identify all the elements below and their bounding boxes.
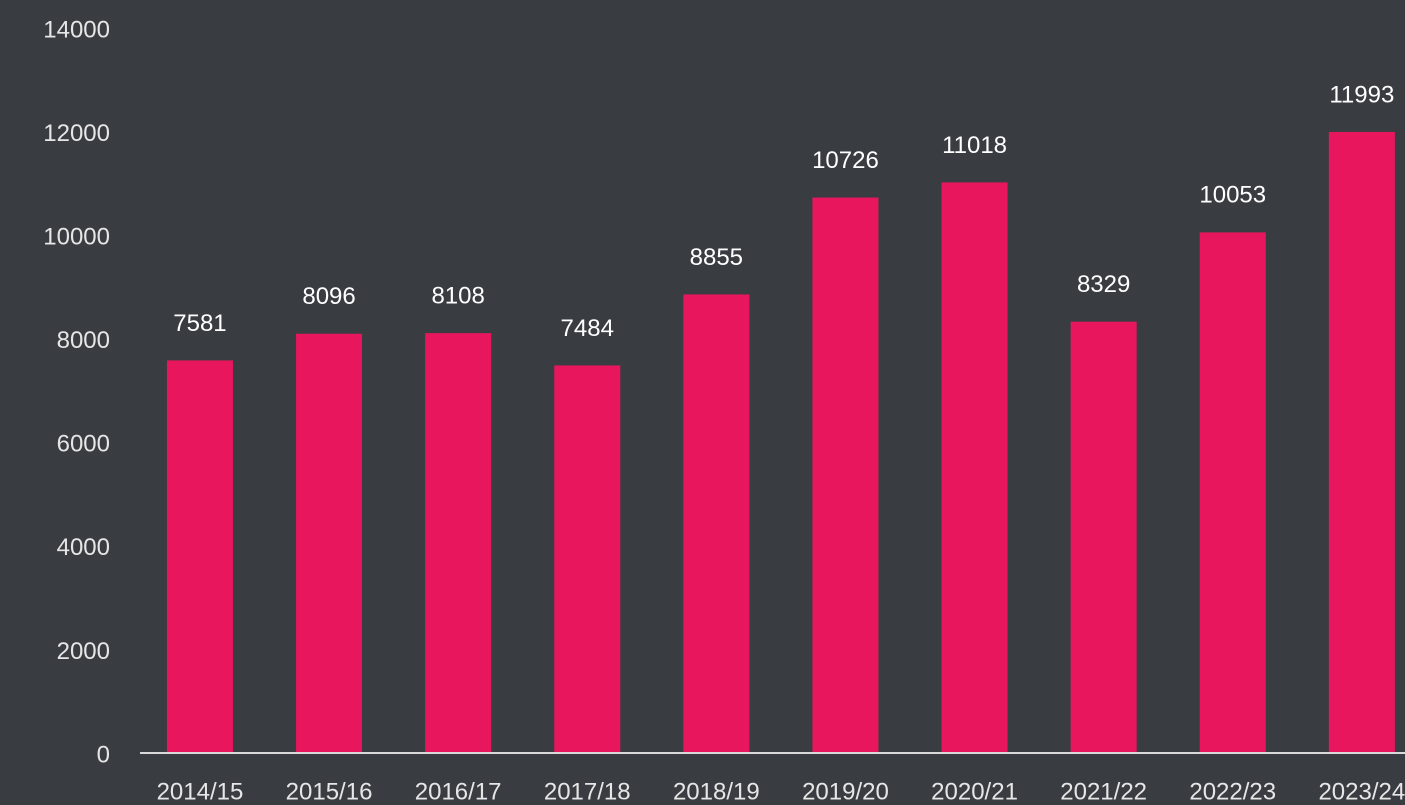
bar [683,294,750,753]
x-tick-label: 2014/15 [157,778,244,805]
y-tick-label: 6000 [57,431,110,458]
value-label: 7581 [173,310,226,337]
y-tick-label: 12000 [43,120,110,147]
x-tick-label: 2022/23 [1189,778,1276,805]
bar [296,333,363,753]
bar [166,360,233,753]
bar [812,197,879,753]
value-label: 8329 [1077,271,1130,298]
y-tick-label: 0 [97,741,110,768]
value-label: 8855 [690,244,743,271]
x-tick-label: 2017/18 [544,778,631,805]
bar [425,333,492,753]
y-tick-label: 10000 [43,223,110,250]
x-tick-label: 2023/24 [1318,778,1405,805]
value-label: 8096 [302,283,355,310]
x-tick-label: 2020/21 [931,778,1018,805]
bar [554,365,621,753]
x-tick-label: 2018/19 [673,778,760,805]
value-label: 8108 [431,282,484,309]
y-tick-label: 8000 [57,327,110,354]
bar [1199,232,1266,754]
y-tick-label: 14000 [43,16,110,43]
value-label: 7484 [561,315,614,342]
bar [941,182,1008,754]
y-tick-label: 4000 [57,534,110,561]
x-tick-label: 2019/20 [802,778,889,805]
x-tick-label: 2015/16 [286,778,373,805]
y-tick-label: 2000 [57,638,110,665]
value-label: 11018 [942,132,1007,159]
value-label: 10726 [812,147,879,174]
bar [1070,321,1137,753]
bar [1328,131,1395,753]
value-label: 10053 [1199,182,1266,209]
value-label: 11993 [1329,81,1394,108]
x-tick-label: 2021/22 [1060,778,1147,805]
x-tick-label: 2016/17 [415,778,502,805]
